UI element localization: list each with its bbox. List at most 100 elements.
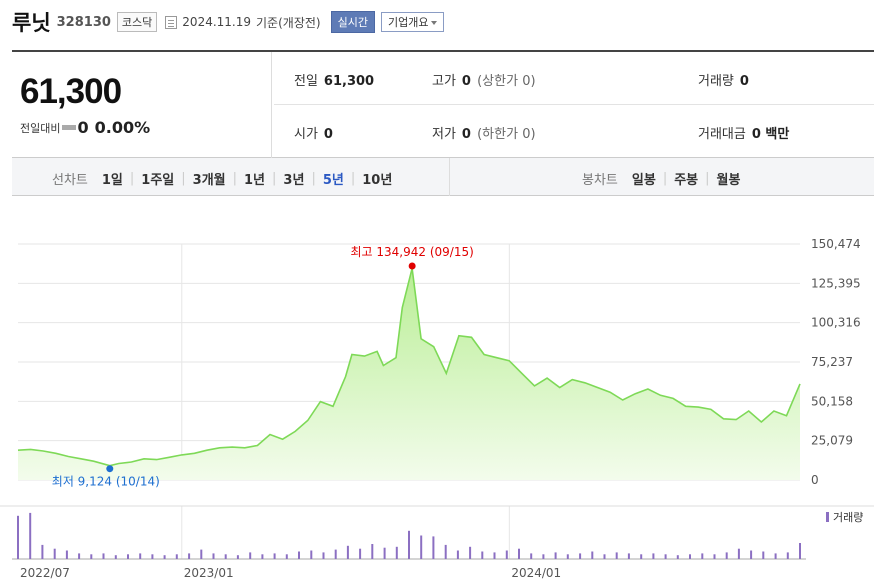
volume-bar: [41, 544, 44, 559]
volume-bar: [200, 549, 203, 559]
volume-bar: [505, 550, 508, 559]
volume-bar: [786, 552, 789, 559]
volume-bar: [689, 554, 691, 559]
chevron-down-icon: [431, 21, 438, 25]
tab-separator: |: [232, 171, 238, 186]
volume-bar: [481, 551, 484, 559]
x-tick-label: 2023/01: [184, 566, 234, 580]
candle-chart-label: 봉차트: [582, 173, 618, 188]
volume-bar: [78, 553, 81, 559]
max-label: 최고 134,942 (09/15): [351, 245, 474, 259]
y-tick-label: 0: [811, 473, 819, 487]
volume-bar: [701, 553, 704, 559]
volume-bar: [420, 535, 423, 559]
stat-value: 0: [739, 74, 749, 89]
volume-bar: [65, 550, 68, 559]
price-line: [17, 268, 801, 467]
volume-bar: [29, 512, 32, 559]
stat-value: 0: [323, 127, 333, 142]
volume-bar: [408, 530, 410, 559]
line-chart-label: 선차트: [52, 173, 88, 188]
volume-bar: [640, 554, 643, 559]
tab-separator: |: [181, 171, 186, 186]
chart-period-tabs: 선차트 1일 | 1주일 | 3개월 | 1년 | 3년 | 5년 | 10년 봉차트 일봉 | 주봉 | 월봉: [12, 158, 874, 196]
stat-prev-close: 전일 61,300: [294, 70, 374, 89]
document-icon: [165, 15, 178, 29]
volume-bar: [114, 555, 117, 559]
market-badge: 코스닥: [116, 12, 158, 32]
tab-separator: |: [129, 171, 135, 186]
tab-period-4[interactable]: 3년: [283, 173, 305, 188]
volume-bar: [334, 549, 337, 559]
tab-period-2[interactable]: 3개월: [192, 173, 226, 188]
stat-trade-value: 거래대금 0 백만: [698, 123, 789, 142]
volume-bar: [554, 552, 557, 559]
volume-bar: [53, 548, 56, 559]
tab-candle-1[interactable]: 주봉: [674, 173, 699, 188]
volume-bar: [163, 555, 166, 559]
stats-row: 시가 0 저가 0 (하한가 0) 거래대금 0 백만: [274, 105, 874, 158]
stat-label: 거래대금: [698, 127, 746, 142]
stat-label: 전일: [294, 74, 318, 89]
volume-bar: [102, 553, 105, 559]
volume-bar: [395, 546, 398, 559]
stat-open: 시가 0: [294, 123, 333, 142]
volume-bar: [737, 548, 740, 559]
stat-low: 저가 0 (하한가 0): [432, 123, 536, 142]
change-value: 0: [77, 118, 89, 137]
y-tick-label: 150,474: [811, 237, 861, 251]
tab-period-5[interactable]: 5년: [322, 173, 344, 188]
volume-legend-swatch: [826, 512, 829, 522]
volume-bar: [261, 554, 264, 559]
tab-period-0[interactable]: 1일: [101, 173, 123, 188]
stock-code: 328130: [56, 14, 111, 30]
stat-sub: (하한가 0): [477, 127, 536, 142]
volume-bar: [273, 553, 276, 559]
as-of-date: 2024.11.19: [182, 15, 252, 29]
tab-separator: |: [705, 171, 710, 186]
volume-bar: [298, 551, 300, 559]
tab-candle-2[interactable]: 월봉: [716, 173, 741, 188]
stat-label: 저가: [432, 127, 456, 142]
volume-bar: [383, 547, 386, 559]
tab-period-1[interactable]: 1주일: [141, 173, 175, 188]
volume-bar: [432, 536, 435, 559]
price-area: [18, 268, 800, 480]
change-label: 전일대비: [20, 121, 61, 135]
tab-separator: |: [272, 171, 277, 186]
stat-label: 거래량: [698, 74, 734, 89]
candle-chart-tabs: 봉차트 일봉 | 주봉 | 월봉: [582, 169, 740, 188]
realtime-button[interactable]: 실시간: [330, 11, 375, 33]
stock-name: 루닛: [12, 11, 51, 35]
volume-bar: [603, 554, 606, 559]
min-marker: [106, 465, 114, 473]
stat-sub: (상한가 0): [477, 74, 536, 89]
volume-bar: [322, 552, 325, 559]
line-chart-tabs: 선차트 1일 | 1주일 | 3개월 | 1년 | 3년 | 5년 | 10년: [52, 169, 392, 188]
volume-bar: [518, 548, 520, 559]
tab-candle-0[interactable]: 일봉: [631, 173, 656, 188]
stat-label: 고가: [432, 74, 456, 89]
volume-bar: [579, 553, 582, 559]
volume-bar: [627, 553, 630, 559]
volume-bar: [456, 550, 459, 559]
volume-bar: [139, 553, 142, 559]
volume-bar: [774, 553, 777, 559]
volume-bar: [713, 554, 716, 559]
stat-value: 0 백만: [751, 127, 790, 142]
volume-bar: [591, 551, 594, 559]
stat-value: 0: [461, 127, 471, 142]
tabs-divider: [449, 158, 450, 196]
tab-period-6[interactable]: 10년: [362, 173, 393, 188]
company-overview-button[interactable]: 기업개요: [380, 12, 445, 32]
volume-bar: [493, 552, 496, 559]
volume-bar: [652, 553, 655, 559]
tab-period-3[interactable]: 1년: [244, 173, 266, 188]
volume-bar: [236, 555, 239, 559]
as-of-suffix: 기준(개장전): [256, 15, 321, 30]
y-tick-label: 125,395: [811, 276, 861, 290]
volume-bar: [224, 554, 227, 559]
volume-bar: [188, 553, 191, 559]
volume-bar: [444, 544, 447, 559]
stock-header: 루닛 328130 코스닥 2024.11.19 기준(개장전) 실시간 기업개…: [12, 6, 445, 38]
